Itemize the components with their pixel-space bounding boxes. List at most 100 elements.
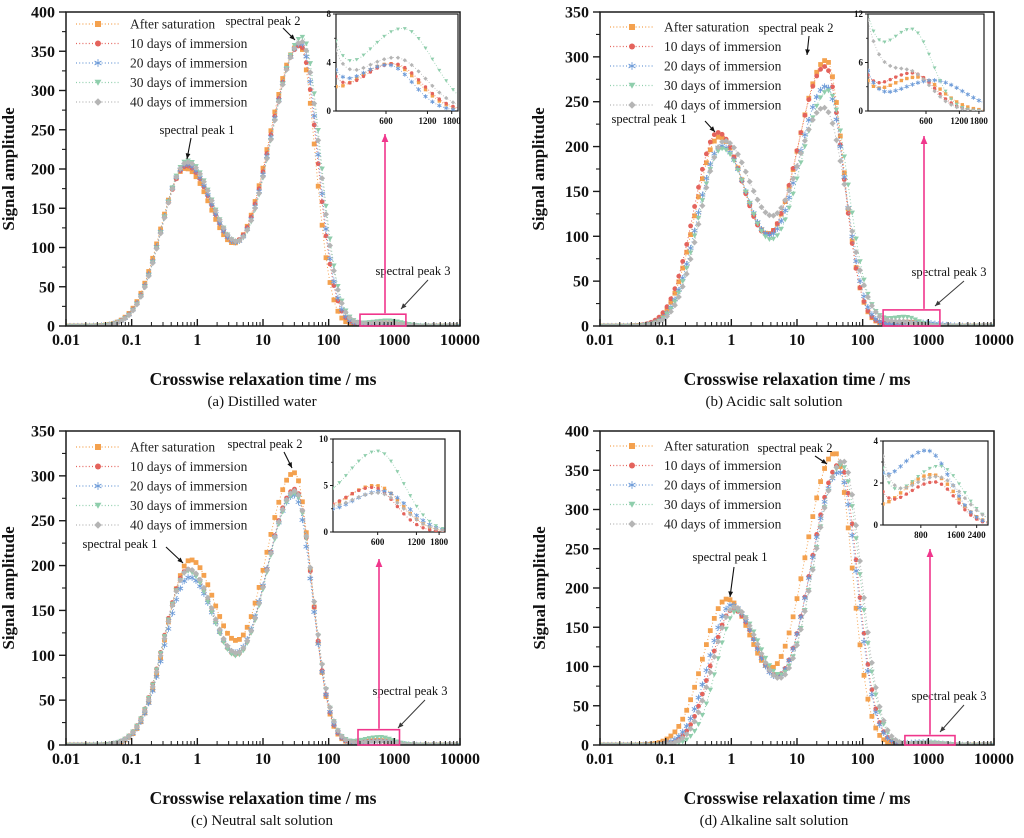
svg-text:600: 600 xyxy=(919,116,933,126)
svg-text:20 days of immersion: 20 days of immersion xyxy=(664,59,782,74)
svg-text:0: 0 xyxy=(581,738,589,755)
svg-text:10000: 10000 xyxy=(440,751,480,768)
svg-text:spectral peak 1: spectral peak 1 xyxy=(83,537,158,551)
svg-text:30 days of immersion: 30 days of immersion xyxy=(130,75,248,90)
svg-text:1: 1 xyxy=(193,332,201,349)
svg-text:After saturation: After saturation xyxy=(664,20,749,35)
svg-text:spectral peak 2: spectral peak 2 xyxy=(226,14,301,28)
svg-text:0: 0 xyxy=(324,527,329,537)
inset-series xyxy=(333,449,445,532)
svg-text:0.1: 0.1 xyxy=(122,751,142,768)
svg-text:40 days of immersion: 40 days of immersion xyxy=(130,518,248,533)
svg-text:200: 200 xyxy=(31,162,55,179)
legend-item-20-days-of-immersion: 20 days of immersion xyxy=(610,478,782,493)
inset-series xyxy=(336,27,458,111)
series-40-days-of-immersion xyxy=(66,38,460,326)
y-axis-label: Signal amplitude xyxy=(529,107,548,231)
svg-text:250: 250 xyxy=(31,122,55,139)
svg-text:0.01: 0.01 xyxy=(52,751,80,768)
legend-item-40-days-of-immersion: 40 days of immersion xyxy=(76,518,248,533)
svg-text:20 days of immersion: 20 days of immersion xyxy=(664,478,782,493)
svg-text:After saturation: After saturation xyxy=(130,17,215,32)
svg-text:50: 50 xyxy=(573,698,589,715)
legend-item-20-days-of-immersion: 20 days of immersion xyxy=(76,479,248,494)
peak3-highlight xyxy=(357,559,401,746)
legend-item-20-days-of-immersion: 20 days of immersion xyxy=(610,59,782,74)
y-axis-label: Signal amplitude xyxy=(0,107,18,231)
svg-text:8: 8 xyxy=(327,9,332,19)
svg-text:150: 150 xyxy=(31,201,55,218)
panel-b-caption: (b) Acidic salt solution xyxy=(705,394,843,410)
svg-text:30 days of immersion: 30 days of immersion xyxy=(664,78,782,93)
annotations: spectral peak 1 spectral peak 2 spectral p… xyxy=(612,21,986,307)
svg-text:10: 10 xyxy=(789,332,805,349)
legend-item-30-days-of-immersion: 30 days of immersion xyxy=(76,75,248,90)
svg-text:100: 100 xyxy=(31,240,55,257)
svg-text:0.1: 0.1 xyxy=(656,751,676,768)
svg-text:spectral peak 1: spectral peak 1 xyxy=(693,550,768,564)
legend: After saturation 10 days of immersion 20 d… xyxy=(76,440,248,533)
svg-text:2: 2 xyxy=(874,478,879,488)
svg-text:250: 250 xyxy=(31,513,55,530)
legend-item-10-days-of-immersion: 10 days of immersion xyxy=(610,458,782,473)
svg-text:10000: 10000 xyxy=(440,332,480,349)
svg-text:10 days of immersion: 10 days of immersion xyxy=(130,459,248,474)
svg-text:600: 600 xyxy=(371,537,385,547)
svg-text:200: 200 xyxy=(565,139,589,156)
svg-text:40 days of immersion: 40 days of immersion xyxy=(664,98,782,113)
svg-text:0.01: 0.01 xyxy=(52,332,80,349)
axes: 0 50 100 150 200 250 300 350 400 0.01 0.1 1 10 100 100… xyxy=(31,5,480,350)
panel-b-plot: Signal amplitude 0501001502002503003500.… xyxy=(529,5,1014,350)
svg-text:1: 1 xyxy=(727,751,735,768)
svg-text:350: 350 xyxy=(565,5,589,22)
svg-text:600: 600 xyxy=(379,116,393,126)
svg-text:spectral peak 3: spectral peak 3 xyxy=(373,684,448,698)
svg-text:5: 5 xyxy=(324,481,329,491)
panel-c: Signal amplitude 0 50 100 150 200 250 300 350 0.… xyxy=(0,419,512,838)
svg-text:0: 0 xyxy=(47,319,55,336)
inset-plot: 0 6 12 600 1200 1800 xyxy=(854,9,988,126)
svg-text:After saturation: After saturation xyxy=(130,440,215,455)
inset-plot: 0 2 4 800 1600 2400 xyxy=(874,436,989,540)
inset-plot: 0 4 8 600 1200 1800 xyxy=(327,9,462,126)
legend: After saturation 10 days of immersion 20 d… xyxy=(610,20,782,113)
annotations: spectral peak 1 spectral peak 2 spectral p… xyxy=(160,14,450,310)
svg-text:300: 300 xyxy=(565,49,589,66)
svg-text:50: 50 xyxy=(573,274,589,291)
svg-text:300: 300 xyxy=(565,502,589,519)
svg-text:0: 0 xyxy=(581,319,589,336)
panel-c-plot: Signal amplitude 0501001502002503003500.… xyxy=(0,424,480,769)
svg-text:100: 100 xyxy=(317,751,341,768)
legend-item-40-days-of-immersion: 40 days of immersion xyxy=(610,517,782,532)
svg-text:4: 4 xyxy=(327,58,332,68)
svg-text:30 days of immersion: 30 days of immersion xyxy=(664,497,782,512)
svg-text:800: 800 xyxy=(914,530,928,540)
svg-text:spectral peak 1: spectral peak 1 xyxy=(612,112,687,126)
legend-item-after-saturation: After saturation xyxy=(76,440,215,455)
svg-text:1800: 1800 xyxy=(443,116,462,126)
x-axis-label: Crosswise relaxation time / ms xyxy=(683,788,911,808)
svg-text:0.01: 0.01 xyxy=(586,751,614,768)
svg-text:50: 50 xyxy=(39,693,55,710)
svg-text:6: 6 xyxy=(859,58,864,68)
svg-text:350: 350 xyxy=(31,424,55,441)
svg-text:100: 100 xyxy=(565,229,589,246)
svg-text:300: 300 xyxy=(31,468,55,485)
inset-series xyxy=(868,14,984,111)
svg-text:1200: 1200 xyxy=(418,116,437,126)
svg-text:10 days of immersion: 10 days of immersion xyxy=(664,39,782,54)
peak3-highlight xyxy=(904,549,956,746)
legend-item-10-days-of-immersion: 10 days of immersion xyxy=(76,36,248,51)
svg-text:12: 12 xyxy=(854,9,864,19)
legend-item-after-saturation: After saturation xyxy=(76,17,215,32)
svg-text:30 days of immersion: 30 days of immersion xyxy=(130,498,248,513)
svg-text:40 days of immersion: 40 days of immersion xyxy=(664,517,782,532)
y-axis-label: Signal amplitude xyxy=(530,526,549,650)
legend-item-40-days-of-immersion: 40 days of immersion xyxy=(610,98,782,113)
svg-text:spectral peak 1: spectral peak 1 xyxy=(160,123,235,137)
svg-text:2400: 2400 xyxy=(968,530,987,540)
x-axis-label: Crosswise relaxation time / ms xyxy=(149,369,377,389)
panel-a-plot: Signal amplitude 05010015020025030035040… xyxy=(0,5,480,350)
